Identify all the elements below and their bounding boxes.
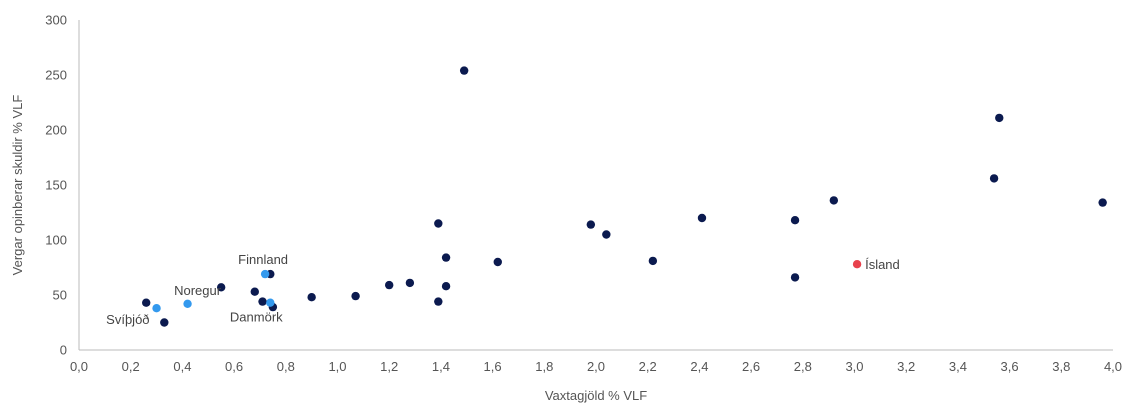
data-point — [995, 113, 1004, 123]
highlighted-data-point — [152, 304, 161, 313]
x-tick-label: 2,8 — [794, 359, 812, 374]
point-label: Noregur — [174, 283, 222, 298]
x-tick-label: 0,6 — [225, 359, 243, 374]
x-tick-label: 3,6 — [1001, 359, 1019, 374]
data-point — [307, 293, 316, 302]
x-tick-label: 0,2 — [122, 359, 140, 374]
highlighted-data-point — [183, 299, 192, 308]
data-point — [1098, 198, 1107, 207]
y-axis-title: Vergar opinberar skuldir % VLF — [10, 95, 25, 276]
data-point — [258, 297, 267, 306]
data-point — [648, 256, 658, 266]
data-point — [602, 230, 611, 239]
y-tick-labels: 0 50 100 150 200 250 300 — [45, 13, 67, 358]
data-point — [441, 282, 451, 291]
data-point — [351, 291, 360, 301]
highlighted-data-point — [852, 260, 862, 269]
point-label: Finnland — [238, 252, 288, 267]
data-points — [142, 66, 1107, 327]
y-tick-label: 0 — [60, 343, 67, 358]
data-point — [441, 253, 451, 262]
data-point — [790, 216, 800, 225]
highlighted-data-point — [260, 269, 270, 279]
data-point — [160, 318, 169, 327]
point-label: Ísland — [865, 257, 900, 272]
data-point — [434, 219, 443, 228]
data-point — [385, 280, 394, 290]
x-tick-label: 1,4 — [432, 359, 450, 374]
data-point — [142, 298, 151, 307]
x-tick-label: 1,2 — [380, 359, 398, 374]
y-tick-label: 300 — [45, 13, 67, 28]
data-point — [216, 283, 226, 292]
point-label: Danmörk — [230, 310, 283, 325]
data-point — [434, 297, 443, 306]
x-tick-label: 2,0 — [587, 359, 605, 374]
x-tick-label: 0,0 — [70, 359, 88, 374]
x-tick-label: 3,4 — [949, 359, 967, 374]
x-tick-label: 0,4 — [173, 359, 191, 374]
x-axis-title: Vaxtagjöld % VLF — [545, 388, 647, 403]
x-tick-label: 1,8 — [535, 359, 553, 374]
highlighted-data-point — [266, 298, 275, 307]
data-point — [697, 213, 707, 223]
x-tick-label: 2,2 — [639, 359, 657, 374]
data-point — [493, 257, 502, 267]
x-tick-label: 1,6 — [484, 359, 502, 374]
x-tick-label: 3,2 — [897, 359, 915, 374]
x-tick-labels: 0,0 0,2 0,4 0,6 0,8 1,0 1,2 1,4 1,6 1,8 2,0 2,2 2,4 2… — [70, 359, 1122, 374]
y-tick-label: 150 — [45, 178, 67, 193]
x-tick-label: 1,0 — [328, 359, 346, 374]
x-tick-label: 2,4 — [690, 359, 708, 374]
y-tick-label: 50 — [53, 288, 67, 303]
x-tick-label: 0,8 — [277, 359, 295, 374]
data-point — [250, 287, 259, 296]
x-tick-label: 2,6 — [742, 359, 760, 374]
y-tick-label: 250 — [45, 68, 67, 83]
data-point — [405, 278, 415, 288]
x-tick-label: 3,0 — [845, 359, 863, 374]
data-point — [459, 66, 469, 75]
data-point — [586, 220, 596, 229]
point-labels: Svíþjóð Noregur Finnland Danmörk Ísland — [106, 252, 900, 327]
y-tick-label: 200 — [45, 123, 67, 138]
point-label: Svíþjóð — [106, 312, 149, 327]
data-point — [989, 174, 999, 183]
axes — [78, 20, 1113, 351]
y-tick-label: 100 — [45, 233, 67, 248]
data-point — [790, 273, 800, 282]
x-tick-label: 4,0 — [1104, 359, 1122, 374]
x-tick-label: 3,8 — [1052, 359, 1070, 374]
data-point — [829, 196, 839, 205]
